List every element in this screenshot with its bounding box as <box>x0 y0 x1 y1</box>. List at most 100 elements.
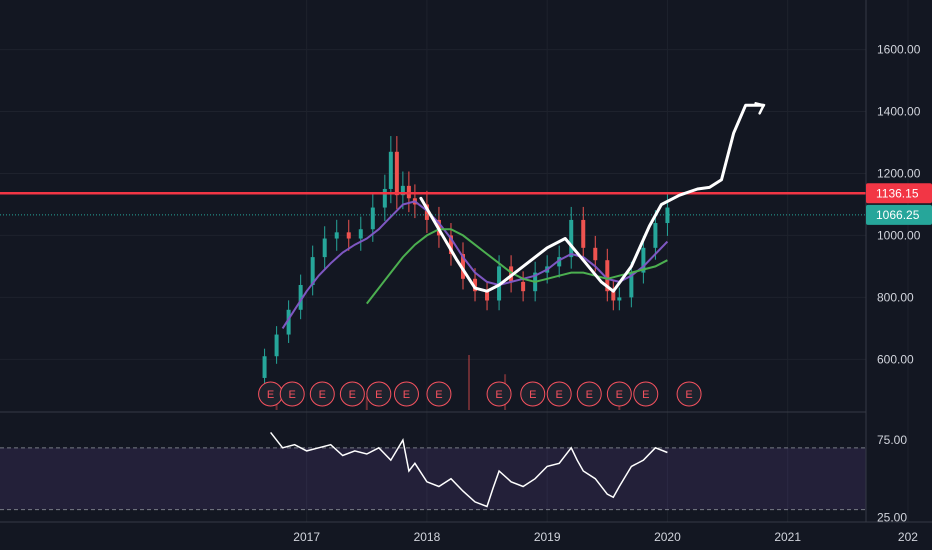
candle-body <box>274 334 279 357</box>
earnings-marker[interactable]: E <box>426 381 452 407</box>
earnings-marker-label: E <box>586 389 593 401</box>
earnings-marker-circle <box>486 381 512 407</box>
candle-body <box>521 281 526 292</box>
candle-body <box>346 232 351 239</box>
earnings-marker[interactable]: E <box>676 381 702 407</box>
earnings-marker-label: E <box>495 389 502 401</box>
candle-body <box>569 219 574 258</box>
projection-path <box>419 103 766 293</box>
earnings-marker-circle <box>546 381 572 407</box>
price-tick-label: 1000.00 <box>877 228 921 242</box>
earnings-marker-circle <box>520 381 546 407</box>
price-scale[interactable]: 1600.00 1400.00 1200.00 1000.00 800.00 600.00… <box>865 0 932 522</box>
earnings-marker-label: E <box>319 389 326 401</box>
time-tick-label: 2020 <box>654 530 681 544</box>
candle-body <box>358 229 363 239</box>
rsi-scale[interactable]: 75.00 25.00 <box>877 433 907 524</box>
rsi-band <box>0 447 866 510</box>
rsi-tick-label: 25.00 <box>877 510 907 524</box>
candle-body <box>424 204 429 220</box>
candle-body <box>400 185 405 196</box>
candle-body <box>641 247 646 273</box>
rsi-line <box>270 431 668 508</box>
candle-body <box>262 356 267 378</box>
last-price-badge: 1066.25 <box>866 204 932 225</box>
earnings-marker-circle <box>606 381 632 407</box>
earnings-marker[interactable]: E <box>520 381 546 407</box>
earnings-marker[interactable]: E <box>339 381 365 407</box>
earnings-marker[interactable]: E <box>279 381 305 407</box>
candle-body <box>382 188 387 208</box>
earnings-marker[interactable]: E <box>633 381 659 407</box>
rsi-pane <box>0 431 866 511</box>
earnings-marker-circle <box>676 381 702 407</box>
earnings-marker-label: E <box>267 389 274 401</box>
grid-lines <box>0 0 909 522</box>
time-tick-label: 2021 <box>774 530 801 544</box>
earnings-marker-circle <box>309 381 335 407</box>
candle-body <box>322 238 327 258</box>
candle-body <box>334 232 339 239</box>
earnings-marker-label: E <box>616 389 623 401</box>
earnings-marker[interactable]: E <box>309 381 335 407</box>
candle-body <box>298 284 303 310</box>
price-tick-label: 1200.00 <box>877 166 921 180</box>
volume-bar <box>365 396 368 410</box>
earnings-marker[interactable]: E <box>576 381 602 407</box>
earnings-marker[interactable]: E <box>486 381 512 407</box>
price-tick-label: 600.00 <box>877 352 914 366</box>
price-tick-label: 1600.00 <box>877 43 921 57</box>
candle-body <box>617 297 622 301</box>
rsi-tick-label: 75.00 <box>877 433 907 447</box>
candle-body <box>310 257 315 285</box>
candle-body <box>665 207 670 224</box>
earnings-marker-label: E <box>289 389 296 401</box>
earnings-marker-label: E <box>685 389 692 401</box>
candle-body <box>460 254 465 279</box>
time-scale[interactable]: 2017 2018 2019 2020 2021 202 <box>0 521 932 544</box>
moving-average-line <box>281 200 669 329</box>
earnings-marker[interactable]: E <box>258 381 284 407</box>
candle-body <box>653 223 658 248</box>
earnings-marker-circle <box>366 381 392 407</box>
moving-average-lines <box>281 200 669 329</box>
last-price-label: 1066.25 <box>876 208 920 222</box>
earnings-marker-circle <box>393 381 419 407</box>
earnings-marker-label: E <box>556 389 563 401</box>
candle-body <box>394 151 399 196</box>
earnings-marker-label: E <box>403 389 410 401</box>
earnings-marker[interactable]: E <box>393 381 419 407</box>
time-tick-label: 202 <box>898 530 918 544</box>
earnings-marker-label: E <box>529 389 536 401</box>
candle-body <box>611 291 616 301</box>
candle-body <box>593 247 598 261</box>
projection-arrowhead <box>754 102 766 115</box>
resistance-price-badge: 1136.15 <box>866 183 932 204</box>
candle-body <box>557 257 562 267</box>
earnings-marker[interactable]: E <box>546 381 572 407</box>
candle-body <box>370 207 375 230</box>
resistance-price-badge-bg <box>866 183 932 204</box>
candle-body <box>581 219 586 248</box>
earnings-marker-label: E <box>375 389 382 401</box>
earnings-marker[interactable]: E <box>366 381 392 407</box>
earnings-marker-circle <box>279 381 305 407</box>
earnings-marker-circle <box>339 381 365 407</box>
moving-average-line <box>366 228 668 305</box>
candle-body <box>473 278 478 292</box>
candle-body <box>286 309 291 335</box>
candle-body <box>448 235 453 255</box>
volume-bar <box>468 355 471 410</box>
earnings-marker-circle <box>426 381 452 407</box>
time-tick-label: 2017 <box>293 530 320 544</box>
time-tick-label: 2019 <box>534 530 561 544</box>
projection-drawing[interactable] <box>419 102 766 293</box>
earnings-marker-label: E <box>642 389 649 401</box>
time-tick-label: 2018 <box>414 530 441 544</box>
candle-body <box>485 291 490 301</box>
price-tick-label: 800.00 <box>877 290 914 304</box>
earnings-marker-circle <box>633 381 659 407</box>
earnings-marker[interactable]: E <box>606 381 632 407</box>
